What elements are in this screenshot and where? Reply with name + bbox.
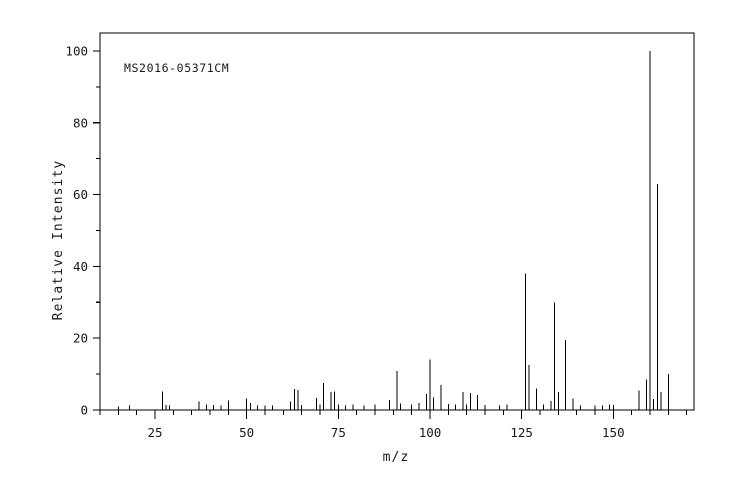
y-tick-label: 80 xyxy=(73,115,88,130)
x-tick-label: 25 xyxy=(147,425,162,440)
y-tick-label: 60 xyxy=(73,187,88,202)
x-axis-title: m/z xyxy=(383,450,410,465)
x-tick-label: 125 xyxy=(510,425,533,440)
x-tick-label: 50 xyxy=(239,425,254,440)
y-axis-title: Relative Intensity xyxy=(51,160,66,321)
x-axis-tick-labels: 25 50 75 100 125 150 xyxy=(147,425,624,440)
x-tick-label: 100 xyxy=(419,425,442,440)
sample-id-label: MS2016-05371CM xyxy=(124,61,229,75)
y-tick-label: 100 xyxy=(65,43,88,58)
y-tick-label: 20 xyxy=(73,331,88,346)
peak-series xyxy=(117,50,669,410)
y-axis-ticks xyxy=(93,50,100,411)
y-tick-label: 0 xyxy=(80,403,88,418)
y-tick-label: 40 xyxy=(73,259,88,274)
x-axis-ticks xyxy=(99,410,688,419)
x-tick-label: 75 xyxy=(331,425,346,440)
y-axis-tick-labels: 0 20 40 60 80 100 xyxy=(65,43,88,417)
x-tick-label: 150 xyxy=(602,425,625,440)
